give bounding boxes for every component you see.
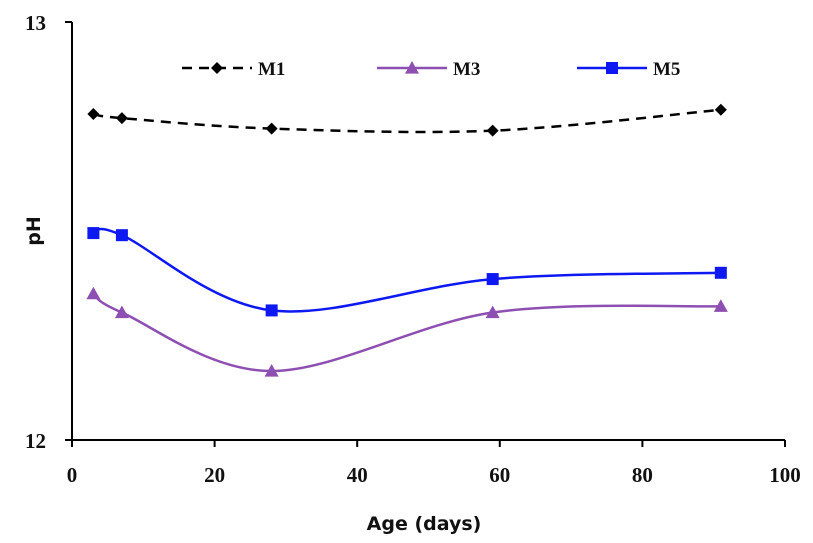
series-line-m5 [93, 227, 721, 313]
data-point-m5 [115, 229, 128, 242]
legend-label-m1: M1 [258, 59, 285, 80]
series-line-m3 [92, 292, 721, 373]
data-point-m3 [713, 299, 728, 312]
x-tick-label: 80 [632, 463, 653, 487]
legend: M1 M3 M5 [182, 59, 680, 80]
data-point-m1 [714, 103, 727, 116]
data-point-m1 [265, 122, 278, 135]
data-point-m1 [87, 107, 100, 120]
y-tick-label: 13 [25, 11, 46, 35]
x-tick-label: 0 [67, 463, 78, 487]
legend-label-m3: M3 [453, 59, 480, 80]
legend-label-m5: M5 [653, 59, 680, 80]
x-tick-label: 100 [769, 463, 801, 487]
series-markers [86, 103, 728, 377]
data-point-m1 [486, 124, 499, 137]
data-point-m3 [114, 305, 129, 319]
y-axis-title: pH [23, 216, 45, 246]
y-tick-label: 12 [25, 429, 46, 453]
ticks: 0 20 40 60 80 100 12 13 [25, 11, 801, 487]
series-lines [92, 108, 721, 373]
data-point-m3 [485, 305, 500, 319]
data-point-m3 [264, 364, 279, 377]
data-point-m5 [486, 273, 499, 286]
x-tick-label: 20 [204, 463, 225, 487]
data-point-m5 [265, 304, 278, 317]
legend-marker-m1 [211, 62, 223, 74]
x-axis-title: Age (days) [367, 513, 482, 535]
x-tick-label: 60 [489, 463, 510, 487]
x-tick-label: 40 [347, 463, 368, 487]
series-line-m1 [93, 108, 721, 134]
legend-marker-m5 [606, 62, 618, 74]
data-point-m1 [115, 112, 128, 125]
legend-marker-m3 [405, 61, 419, 74]
data-point-m3 [86, 286, 101, 300]
axes [71, 22, 785, 441]
data-point-m5 [87, 227, 100, 240]
data-point-m5 [714, 266, 727, 279]
